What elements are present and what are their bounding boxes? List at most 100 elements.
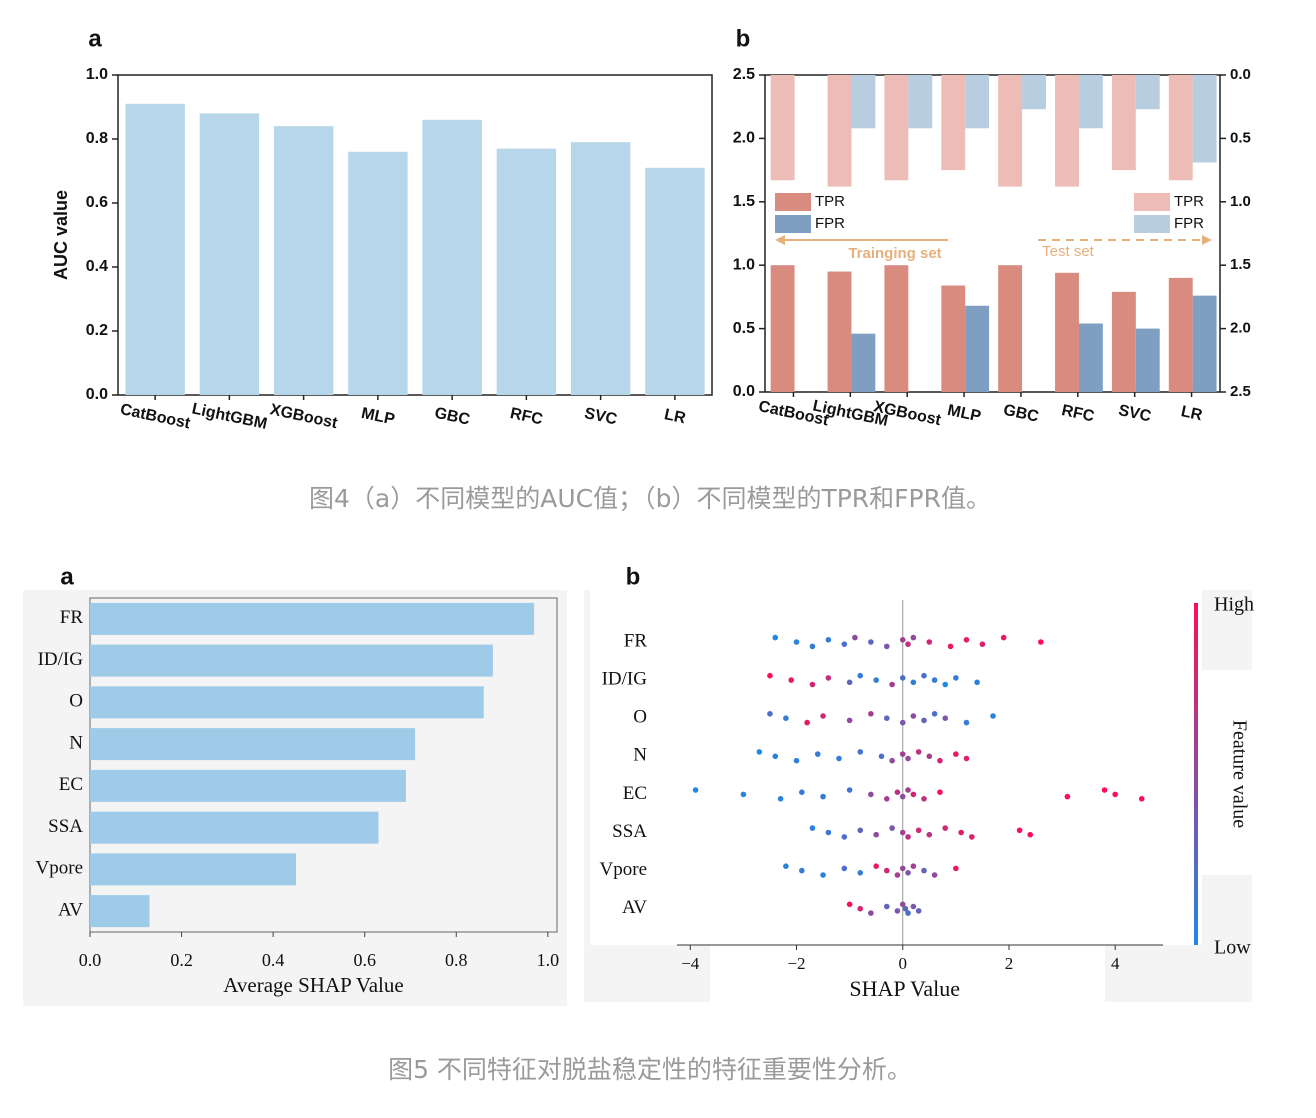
y-tick-label: 1.0 xyxy=(86,66,108,83)
arrowhead xyxy=(775,235,785,245)
x-tick-label: LR xyxy=(1179,403,1204,424)
bar xyxy=(1055,272,1079,392)
y-tick-label: 0.0 xyxy=(733,383,755,400)
point xyxy=(926,831,933,838)
x-tick-label: −2 xyxy=(787,954,805,973)
bar xyxy=(1078,323,1103,392)
bar xyxy=(884,75,909,181)
bar xyxy=(90,811,379,844)
legend-swatch xyxy=(1134,215,1170,233)
colorbar-label: Feature value xyxy=(1228,720,1250,828)
point xyxy=(899,793,906,800)
panel: −4 −2 0 2 4 FR ID/IG ON EC SSA Vpore AV SHAP Value Hi… xyxy=(584,590,1254,1002)
point xyxy=(1016,827,1023,834)
bar xyxy=(125,103,185,396)
point xyxy=(963,719,970,726)
bar xyxy=(770,75,795,181)
x-axis-label: SHAP Value xyxy=(849,976,960,1001)
bar xyxy=(90,686,484,719)
bar xyxy=(1135,328,1160,392)
point xyxy=(846,901,853,908)
y2-tick-label: 2.0 xyxy=(1230,320,1251,337)
x-tick-label: RFC xyxy=(1060,402,1096,426)
point xyxy=(820,713,826,719)
point xyxy=(915,749,922,755)
x-tick-label: 0.0 xyxy=(79,950,102,970)
y-tick-label: 0.5 xyxy=(733,320,755,337)
y2-tick-label: 1.0 xyxy=(1230,193,1251,210)
y-tick-label: EC xyxy=(59,774,83,795)
point xyxy=(889,681,895,688)
y-tick-label: 0.0 xyxy=(86,386,108,403)
x-tick-label: SVC xyxy=(583,405,619,429)
y-tick-label: N xyxy=(633,745,647,766)
bar xyxy=(90,602,535,635)
y-tick-label: 1.0 xyxy=(733,256,755,273)
point xyxy=(899,719,906,726)
point xyxy=(692,787,699,793)
point xyxy=(846,717,853,724)
point xyxy=(894,908,901,914)
point xyxy=(809,825,816,831)
y-tick-label: AV xyxy=(622,897,647,918)
point xyxy=(926,639,933,645)
point xyxy=(873,677,879,683)
x-tick-label: 0.6 xyxy=(353,950,376,970)
x-tick-label: LR xyxy=(663,406,688,427)
point xyxy=(857,870,864,876)
bar xyxy=(851,333,876,392)
point xyxy=(905,870,911,876)
point xyxy=(910,791,917,798)
y-tick-label: O xyxy=(633,707,647,728)
bar xyxy=(90,728,416,761)
y-tick-label: 1.5 xyxy=(733,193,755,210)
bar xyxy=(884,265,909,392)
point xyxy=(921,672,927,679)
x-tick-label: 0 xyxy=(898,954,907,973)
point xyxy=(942,825,949,831)
point xyxy=(772,634,779,641)
point xyxy=(899,751,906,757)
point xyxy=(740,791,747,798)
point xyxy=(793,639,800,645)
point xyxy=(809,681,816,688)
point xyxy=(899,901,906,908)
point xyxy=(799,789,805,795)
point xyxy=(857,749,864,755)
colorbar xyxy=(1194,603,1198,945)
point xyxy=(1064,793,1071,800)
point xyxy=(947,643,954,650)
point xyxy=(841,641,848,647)
point xyxy=(825,675,832,681)
y-tick-label: 0.2 xyxy=(86,322,108,339)
point xyxy=(868,639,874,645)
x-tick-label: −4 xyxy=(681,954,700,973)
bar xyxy=(1192,295,1217,392)
point xyxy=(857,672,864,679)
y-tick-label: ID/IG xyxy=(38,649,84,670)
point xyxy=(772,753,779,760)
point xyxy=(799,867,805,874)
point xyxy=(868,791,874,798)
bar xyxy=(90,644,493,677)
bar xyxy=(1055,75,1079,187)
point xyxy=(884,715,890,721)
point xyxy=(756,749,763,755)
point xyxy=(910,713,917,719)
plot-bg xyxy=(590,590,1202,945)
point xyxy=(1000,634,1007,641)
point xyxy=(857,827,864,834)
bar xyxy=(998,265,1023,392)
bar xyxy=(570,142,631,395)
point xyxy=(942,715,949,721)
point xyxy=(884,867,890,874)
point xyxy=(767,711,773,717)
point xyxy=(825,637,832,643)
bar xyxy=(965,305,990,392)
point xyxy=(1138,796,1145,802)
x-axis-label: Average SHAP Value xyxy=(223,973,403,997)
point xyxy=(836,755,842,762)
legend-label: FPR xyxy=(1174,215,1204,232)
x-tick-label: RFC xyxy=(509,405,545,429)
